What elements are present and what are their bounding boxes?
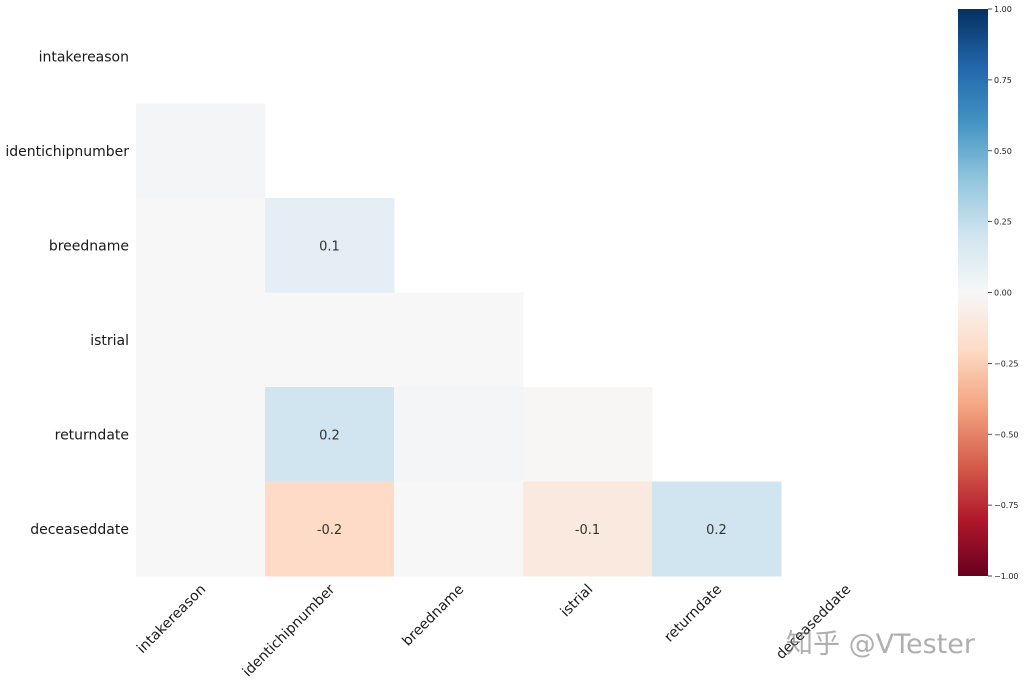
y-label-deceaseddate: deceaseddate xyxy=(30,522,129,538)
cell-annotation: 0.2 xyxy=(319,428,340,443)
heatmap-cell-returndate-identichipnumber xyxy=(265,387,395,482)
heatmap-cell-deceaseddate-returndate xyxy=(652,481,782,577)
colorbar: 1.00 0.75 0.50 0.25 0.00 −0.25 −0.50 −0.75 −1.00 xyxy=(958,5,1019,581)
heatmap-cell-breedname-intakereason xyxy=(136,198,266,293)
x-label-istrial: istrial xyxy=(558,582,597,621)
heatmap-cell-deceaseddate-breedname xyxy=(394,481,524,577)
x-label-returndate: returndate xyxy=(661,582,725,646)
y-axis-labels: intakereason identichipnumber breedname ist… xyxy=(5,49,129,538)
heatmap-cell-istrial-identichipnumber xyxy=(265,292,395,388)
y-label-returndate: returndate xyxy=(55,427,129,443)
colorbar-rect xyxy=(958,9,988,576)
cell-annotation: -0.2 xyxy=(317,523,342,538)
x-axis-labels: intakereason identichipnumber breedname ist… xyxy=(134,581,854,680)
colorbar-tick-label: 0.00 xyxy=(994,289,1012,298)
heatmap-cell-deceaseddate-identichipnumber xyxy=(265,481,395,577)
cell-annotation: 0.2 xyxy=(706,523,727,538)
y-label-intakereason: intakereason xyxy=(39,49,129,65)
y-label-breedname: breedname xyxy=(49,238,129,254)
heatmap-cells: 0.1 0.2 -0.2 -0.1 0.2 xyxy=(136,103,782,577)
y-label-istrial: istrial xyxy=(90,333,129,349)
colorbar-tick-label: −0.25 xyxy=(994,359,1019,368)
colorbar-tick-label: −0.50 xyxy=(994,430,1019,439)
heatmap-cell-returndate-intakereason xyxy=(136,387,266,482)
colorbar-tick-label: 1.00 xyxy=(994,5,1012,14)
heatmap-cell-istrial-intakereason xyxy=(136,292,266,388)
watermark-text: 知乎 @VTester xyxy=(786,629,975,660)
heatmap-cell-identichipnumber-intakereason xyxy=(136,103,266,199)
x-label-intakereason: intakereason xyxy=(134,582,209,657)
x-label-breedname: breedname xyxy=(399,582,467,650)
x-label-identichipnumber: identichipnumber xyxy=(240,581,339,680)
heatmap-cell-returndate-istrial xyxy=(523,387,653,482)
cell-annotation: 0.1 xyxy=(319,239,340,254)
heatmap-cell-deceaseddate-istrial xyxy=(523,481,653,577)
colorbar-tick-label: 0.50 xyxy=(994,147,1012,156)
heatmap-cell-breedname-identichipnumber xyxy=(265,198,395,293)
cell-annotation: -0.1 xyxy=(575,523,600,538)
heatmap-cell-deceaseddate-intakereason xyxy=(136,481,266,577)
y-label-identichipnumber: identichipnumber xyxy=(5,144,129,160)
heatmap-cell-returndate-breedname xyxy=(394,387,524,482)
colorbar-tick-label: −0.75 xyxy=(994,501,1019,510)
colorbar-tick-label: 0.25 xyxy=(994,218,1012,227)
colorbar-tick-label: 0.75 xyxy=(994,76,1012,85)
heatmap-cell-istrial-breedname xyxy=(394,292,524,388)
colorbar-tick-label: −1.00 xyxy=(994,572,1019,581)
